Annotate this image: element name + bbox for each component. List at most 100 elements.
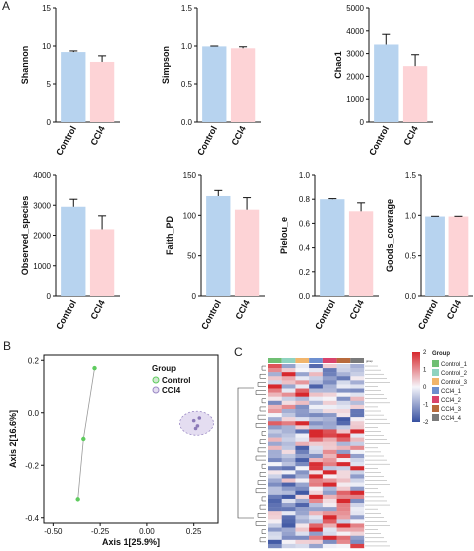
heatmap-cell [336, 408, 351, 414]
heatmap-cell [268, 380, 282, 385]
bar-chart-goods-coverage: 0.0 0.5 1.0 1.5 Goods_coverage Control CCl4 [385, 171, 473, 331]
heatmap-cell [268, 494, 282, 500]
heatmap-cell [322, 503, 337, 508]
heatmap-cell [295, 413, 310, 418]
heatmap-cell [322, 413, 337, 418]
bar-control [206, 195, 231, 296]
heatmap-legend-swatch [432, 360, 439, 367]
ccl4-group-ellipse [179, 410, 214, 436]
heatmap-cell [281, 384, 296, 389]
y-axis-label: Faith_PD [165, 216, 175, 256]
heatmap-cell [281, 470, 296, 475]
heatmap-cell [295, 388, 310, 393]
heatmap-cell [322, 425, 337, 430]
heatmap-cell [336, 490, 351, 496]
color-scale-bar [412, 352, 420, 422]
heatmap-cell [281, 539, 296, 545]
dendrogram-branch [259, 472, 266, 477]
y-tick-label: 0 [360, 118, 365, 127]
heatmap-cell [281, 531, 296, 536]
heatmap-cell [268, 466, 282, 471]
heatmap-cell [350, 437, 365, 442]
group-color-cell [336, 358, 351, 363]
y-tick-label: 4000 [33, 171, 51, 180]
bar-ccl4 [348, 211, 374, 296]
heatmap-cell [336, 445, 351, 451]
heatmap-cell [268, 507, 282, 512]
heatmap-cell [309, 400, 324, 406]
heatmap-cell [322, 466, 337, 471]
heatmap-cell [322, 519, 337, 524]
y-tick-label: 0 [47, 292, 52, 301]
heatmap-cell [336, 482, 351, 487]
heatmap-cell [309, 543, 324, 549]
heatmap-cell [268, 408, 282, 414]
color-scale-tick: 2 [423, 350, 427, 356]
heatmap-cell [322, 408, 337, 414]
heatmap-cell [309, 396, 324, 401]
heatmap-cell [336, 503, 351, 508]
heatmap-cell [309, 490, 324, 496]
group-header: group [366, 359, 373, 363]
heatmap-legend-swatch [432, 405, 439, 412]
heatmap-legend-swatch [432, 414, 439, 421]
x-category-label: CCl4 [401, 124, 419, 147]
heatmap-cell [336, 429, 351, 434]
dendrogram-branch [261, 365, 266, 371]
heatmap-cell [281, 433, 296, 438]
heatmap-cell [336, 364, 351, 369]
dendrogram-branch [255, 488, 266, 494]
heatmap-cell [350, 478, 365, 483]
heatmap-cell [281, 445, 296, 451]
heatmap-cell [268, 429, 282, 434]
heatmap-cell [309, 462, 324, 467]
heatmap-cell [295, 494, 310, 500]
y-tick-label: 1.0 [299, 171, 311, 180]
heatmap-cell [322, 380, 337, 385]
heatmap-legend-label: Control_1 [441, 362, 468, 368]
x-category-label: Control [313, 298, 337, 331]
heatmap-cell [350, 380, 365, 385]
heatmap-cell [281, 453, 296, 459]
legend-label-control: Control [162, 376, 190, 385]
x-category-label: CCl4 [88, 124, 106, 147]
heatmap-cell [268, 392, 282, 397]
heatmap-cell [350, 494, 365, 500]
heatmap-cell [336, 527, 351, 532]
heatmap-cell [281, 429, 296, 434]
heatmap-cell [336, 543, 351, 549]
color-scale-tick: -1 [423, 403, 429, 409]
dendrogram-branch [259, 504, 266, 510]
heatmap-cell [322, 498, 337, 504]
y-tick-label: 150 [183, 171, 197, 180]
heatmap-cell [309, 507, 324, 512]
dendrogram-branch [255, 455, 266, 461]
panel-label-c: C [234, 345, 243, 359]
heatmap-cell [350, 449, 365, 455]
dendrogram-branch [255, 423, 266, 428]
heatmap-cell [281, 372, 296, 377]
heatmap-cell [309, 539, 324, 545]
heatmap-cell [322, 482, 337, 487]
bar-ccl4 [448, 216, 469, 296]
y-tick-label: -0.4 [25, 514, 39, 523]
heatmap-cell [350, 417, 365, 422]
x-category-label: Control [416, 298, 440, 331]
group-color-cell [295, 358, 310, 363]
heatmap-cell [295, 380, 310, 385]
heatmap-cell [336, 404, 351, 410]
bar-chart-pielou-e: 0.0 0.2 0.4 0.6 0.8 1.0 Pielou_e Control CCl4 [279, 171, 379, 331]
heatmap-cell [295, 515, 310, 520]
heatmap-cell [281, 413, 296, 418]
heatmap-cell [268, 376, 282, 381]
heatmap-cell [268, 503, 282, 508]
heatmap-cell [336, 453, 351, 459]
heatmap-cell [336, 519, 351, 524]
plot-frame [43, 354, 219, 524]
heatmap-cell [350, 519, 365, 524]
x-tick-label: -0.25 [91, 527, 110, 536]
heatmap-cell [336, 474, 351, 479]
heatmap-cell [281, 503, 296, 508]
heatmap-cell [295, 453, 310, 459]
heatmap-cell [350, 404, 365, 410]
